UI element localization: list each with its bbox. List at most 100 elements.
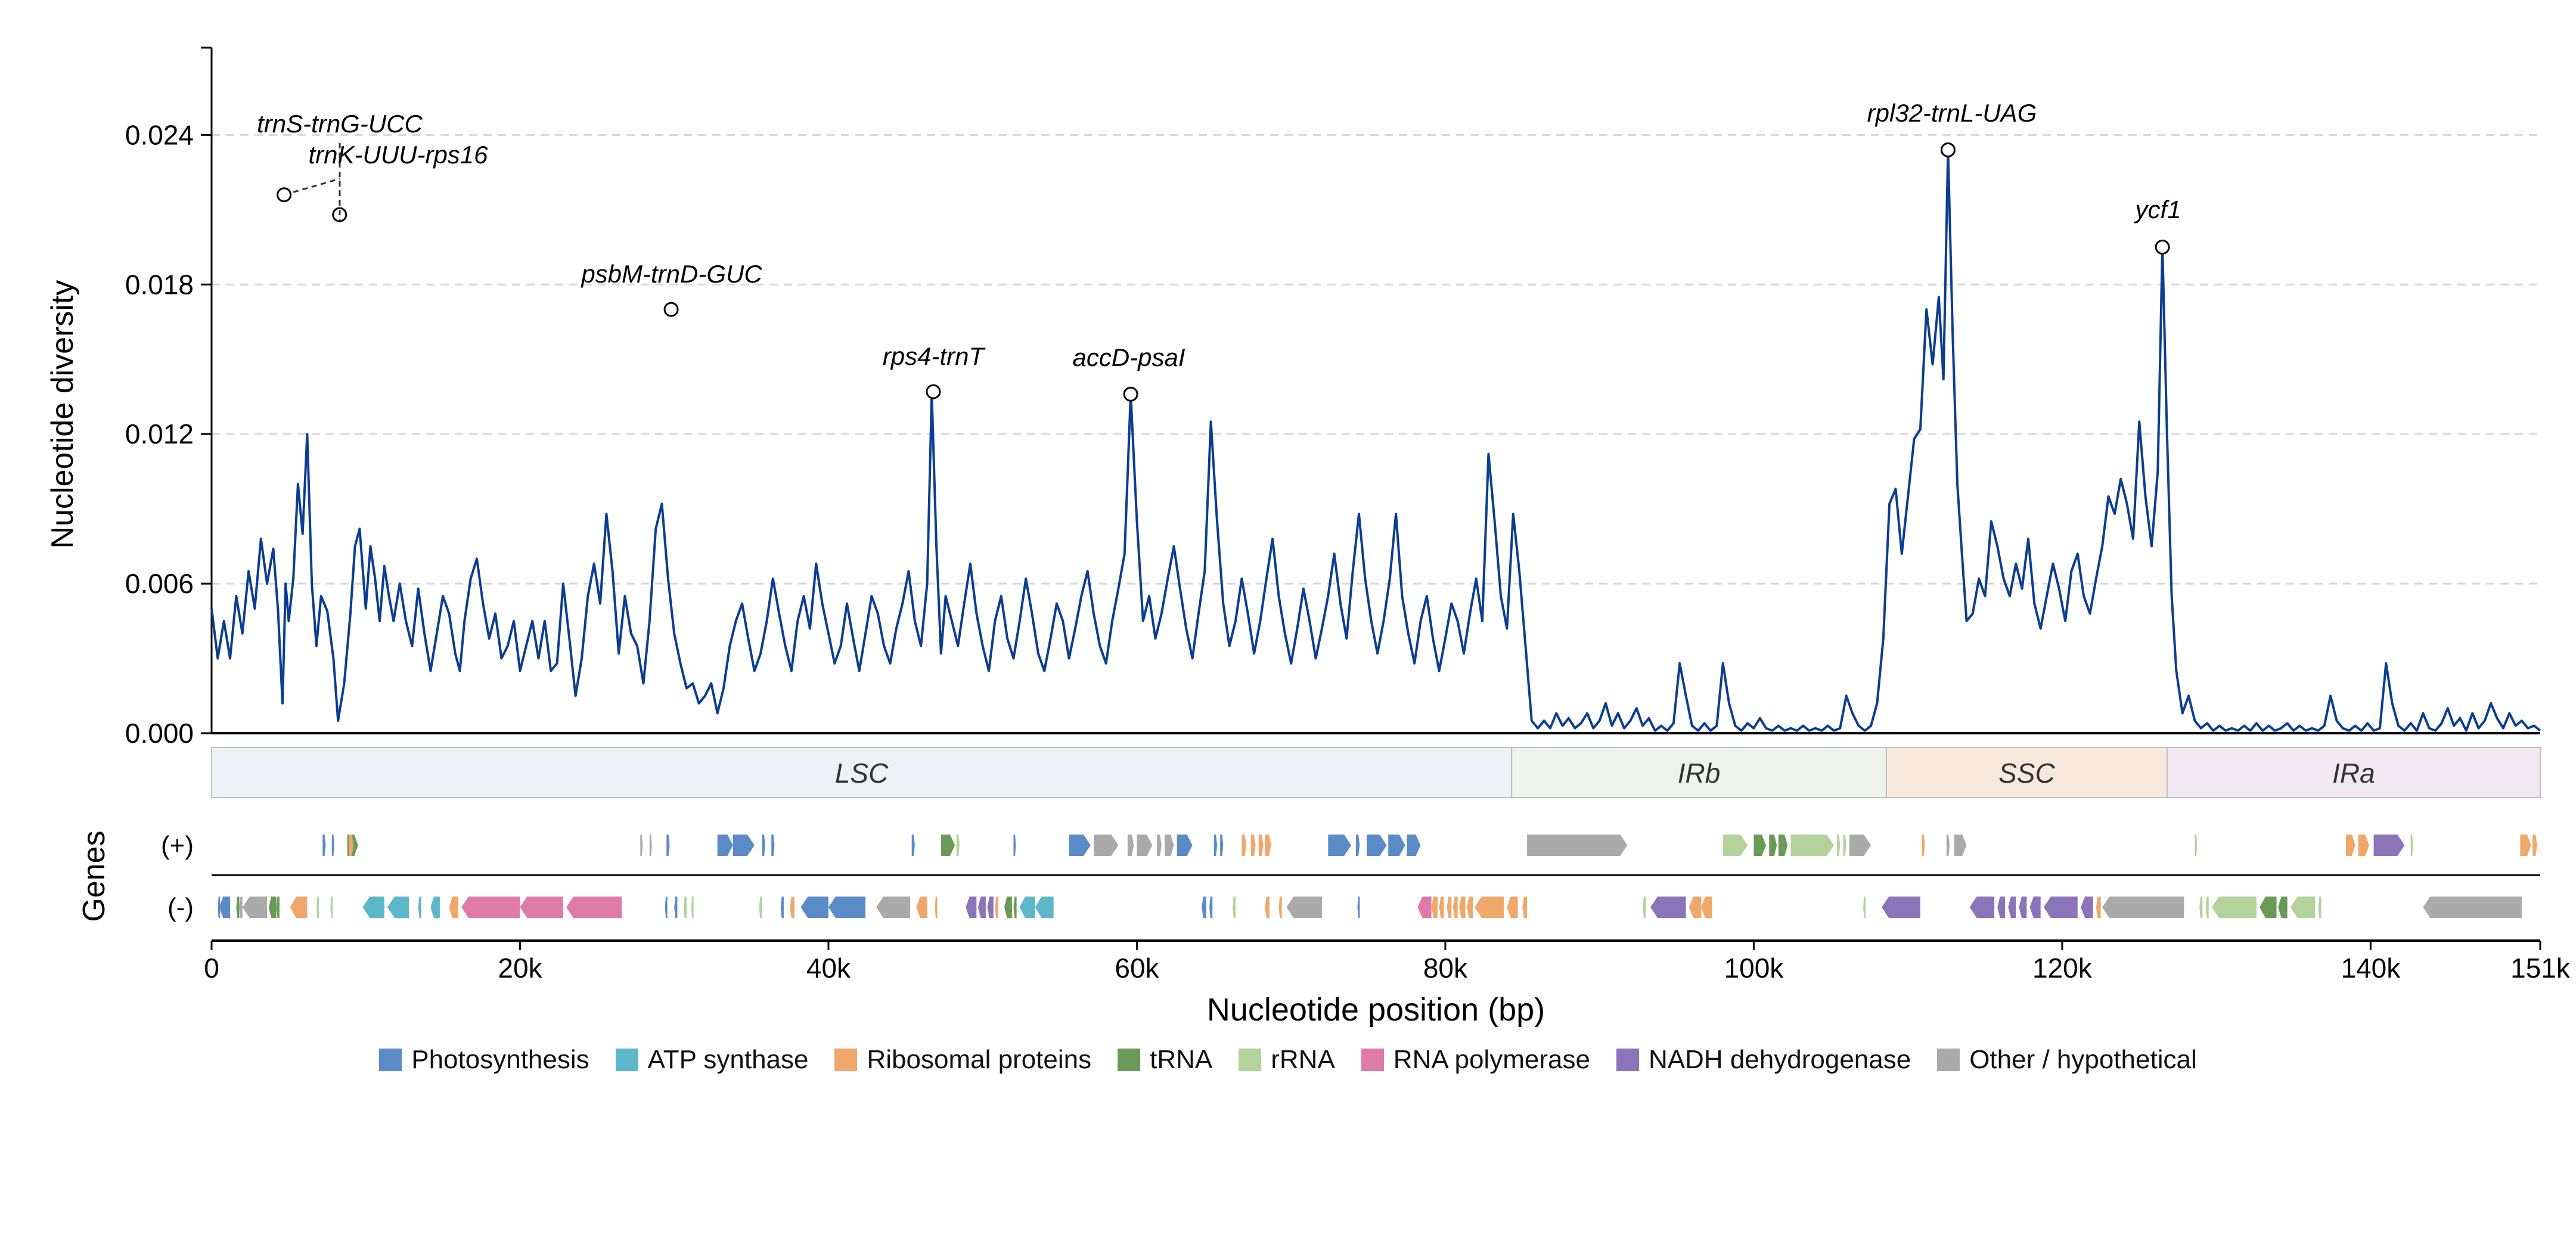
- gene-plus: [2373, 835, 2405, 856]
- gene-plus: [762, 835, 765, 856]
- gene-minus: [1202, 897, 1206, 918]
- gene-minus: [1522, 897, 1528, 918]
- x-tick-label: 80k: [1423, 953, 1468, 984]
- gene-minus: [2102, 897, 2184, 918]
- gene-minus: [218, 897, 221, 918]
- gene-plus: [1127, 835, 1134, 856]
- legend-swatch: [615, 1049, 638, 1071]
- gene-plus: [1328, 835, 1352, 856]
- legend-label: Ribosomal proteins: [867, 1045, 1092, 1074]
- gene-plus: [1258, 835, 1264, 856]
- y-tick-label: 0.000: [125, 718, 194, 749]
- legend-swatch: [1118, 1049, 1141, 1071]
- legend-label: Photosynthesis: [411, 1045, 589, 1074]
- x-tick-label: 60k: [1115, 953, 1159, 984]
- gene-minus: [1969, 897, 1995, 918]
- gene-minus: [1453, 897, 1458, 918]
- gene-minus: [2019, 897, 2027, 918]
- peak-marker: [663, 302, 679, 317]
- gene-minus: [1863, 897, 1866, 918]
- gene-minus: [1004, 897, 1012, 918]
- strand-label-minus: (-): [167, 893, 194, 922]
- gene-plus: [1265, 835, 1271, 856]
- legend-swatch: [379, 1049, 402, 1071]
- axes: 0.000 0.006 0.012 0.018 0.024 Nucleotide dive…: [45, 46, 2571, 1028]
- gene-plus: [1220, 835, 1224, 856]
- region-label: SSC: [1998, 758, 2055, 789]
- peak-annotations: trnS-trnG-UCC trnK-UUU-rps16 psbM-trnD-GUC…: [257, 99, 2181, 402]
- gene-minus: [1643, 897, 1646, 918]
- legend-label: tRNA: [1150, 1045, 1213, 1074]
- gene-plus: [1954, 835, 1967, 856]
- peak-label: trnS-trnG-UCC: [257, 110, 423, 138]
- gene-plus: [2532, 835, 2537, 856]
- legend-item: ATP synthase: [615, 1045, 809, 1075]
- legend-item: Other / hypothetical: [1937, 1045, 2197, 1075]
- y-tick-label: 0.018: [125, 269, 194, 300]
- gene-minus: [449, 897, 458, 918]
- gene-minus: [1997, 897, 2006, 918]
- gene-minus: [1209, 897, 1213, 918]
- gene-plus: [1177, 835, 1193, 856]
- gene-plus: [1069, 835, 1091, 856]
- region-label: IRb: [1678, 758, 1721, 789]
- gene-minus: [1689, 897, 1702, 918]
- gene-minus: [2008, 897, 2016, 918]
- diversity-line: [210, 148, 2541, 732]
- gene-minus: [1439, 897, 1444, 918]
- gene-minus: [790, 897, 795, 918]
- legend-label: RNA polymerase: [1393, 1045, 1590, 1074]
- gene-plus: [1722, 835, 1748, 856]
- gene-plus: [649, 835, 652, 856]
- legend-label: rRNA: [1271, 1045, 1335, 1074]
- region-track: LSC IRb SSC IRa: [211, 747, 2541, 798]
- gene-minus: [1265, 897, 1270, 918]
- gene-plus: [941, 835, 955, 856]
- gene-track-title: Genes: [77, 830, 111, 922]
- gene-plus: [1366, 835, 1387, 856]
- gene-minus: [418, 897, 421, 918]
- gene-minus: [330, 897, 333, 918]
- peak-label: accD-psaI: [1072, 343, 1185, 371]
- gene-minus: [362, 897, 384, 918]
- legend-item: tRNA: [1118, 1045, 1212, 1075]
- gene-minus: [1447, 897, 1452, 918]
- region-band: [1511, 747, 1887, 798]
- gene-plus: [1213, 835, 1217, 856]
- peak-marker: [277, 187, 292, 203]
- gene-minus: [566, 897, 622, 918]
- gene-plus: [1790, 835, 1834, 856]
- region-band: [211, 747, 1513, 798]
- peak-marker: [2155, 240, 2170, 255]
- legend-swatch: [1239, 1049, 1262, 1071]
- gene-plus: [2358, 835, 2369, 856]
- gene-minus: [1019, 897, 1035, 918]
- gene-plus: [1922, 835, 1925, 856]
- x-tick-label: 120k: [2032, 953, 2093, 984]
- gene-minus: [2278, 897, 2288, 918]
- gene-minus: [1701, 897, 1712, 918]
- gene-plus: [1837, 835, 1841, 856]
- gene-minus: [780, 897, 784, 918]
- legend-label: ATP synthase: [647, 1045, 809, 1074]
- y-tick-label: 0.024: [125, 119, 194, 150]
- gene-minus: [987, 897, 994, 918]
- legend-swatch: [834, 1049, 858, 1071]
- peak-marker: [926, 384, 941, 399]
- region-band: [2166, 747, 2541, 798]
- legend-item: Photosynthesis: [379, 1045, 589, 1075]
- gene-minus: [916, 897, 927, 918]
- gene-minus: [1286, 897, 1322, 918]
- diversity-line-series: [210, 148, 2541, 732]
- x-tick-label: 40k: [806, 953, 851, 984]
- gene-plus: [640, 835, 643, 856]
- gene-plus: [1137, 835, 1153, 856]
- gene-plus: [1165, 835, 1174, 856]
- peak-marker: [1123, 386, 1138, 402]
- region-label: LSC: [835, 758, 889, 789]
- gene-minus: [1459, 897, 1466, 918]
- gene-minus: [268, 897, 277, 918]
- y-axis-label: Nucleotide diversity: [45, 280, 80, 549]
- x-axis-label: Nucleotide position (bp): [1207, 992, 1545, 1028]
